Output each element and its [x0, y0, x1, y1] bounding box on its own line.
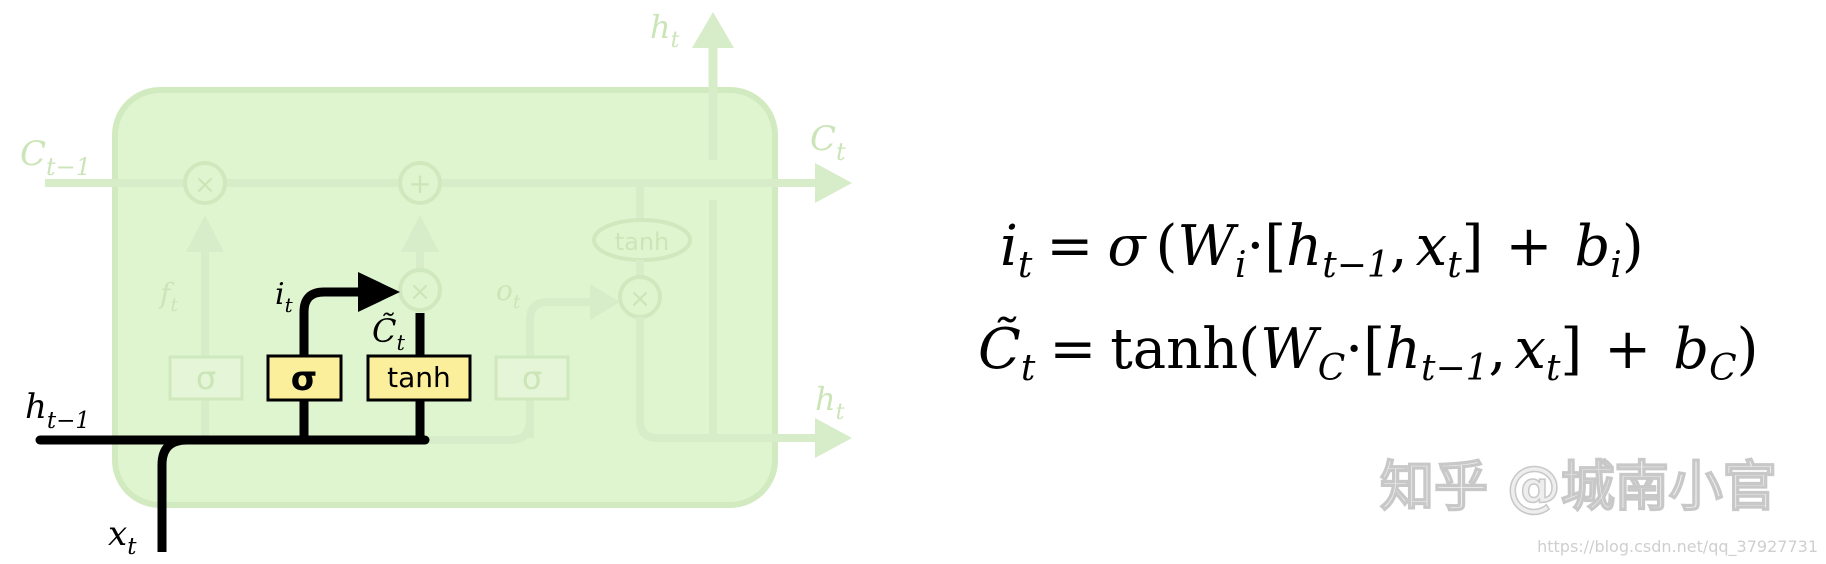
output-gate-label: ot: [496, 274, 521, 313]
candidate-tanh-label: tanh: [387, 361, 451, 394]
equation-input-gate: it = σ (Wi·[ht−1, xt] + bi): [1000, 214, 1644, 286]
c-prev-label: Ct−1: [20, 134, 91, 181]
add-symbol: +: [408, 167, 431, 200]
input-gate-label: it: [275, 277, 294, 317]
input-multiply-node: [398, 268, 442, 312]
equation-candidate-cell: C̃t = tanh(WC·[ht−1, xt] + bC): [978, 316, 1758, 389]
output-gate-path: [526, 298, 595, 438]
x-input-path: [157, 435, 188, 552]
watermark-zhihu: 知乎 @城南小官: [1380, 455, 1777, 518]
forget-sigma-layer: [168, 355, 244, 401]
input-to-add-arrowhead: [401, 215, 439, 252]
c-next-label: Ct: [810, 119, 846, 166]
input-sigma-layer: [266, 354, 343, 402]
h-right-arrowhead: [815, 418, 852, 458]
h-top-label: ht: [650, 8, 680, 53]
h-prev-faded-continuation: [420, 419, 534, 444]
input-gate-arrowhead: [358, 272, 400, 312]
cell-state-arrowhead: [815, 163, 852, 203]
x-input-label: xt: [108, 514, 137, 560]
candidate-tanh-layer: [366, 354, 472, 402]
output-gate-arrowhead: [590, 284, 620, 320]
output-sigma-layer: [494, 355, 570, 401]
input-sigma-label: σ: [291, 359, 317, 399]
output-multiply-symbol: ×: [629, 284, 651, 314]
input-multiply-symbol: ×: [409, 277, 431, 307]
add-node: [398, 161, 442, 205]
forget-gate-arrowhead: [186, 215, 224, 252]
input-gate-sigma-path: [299, 287, 362, 440]
candidate-cell-label: C̃t: [372, 312, 405, 355]
output-sigma-label: σ: [522, 359, 542, 397]
tanh-pointwise-label: tanh: [615, 228, 670, 256]
forget-multiply-symbol: ×: [194, 170, 216, 200]
h-right-label: ht: [815, 380, 845, 425]
h-top-arrowhead: [692, 12, 734, 48]
forget-sigma-label: σ: [196, 359, 216, 397]
h-prev-label: ht−1: [25, 387, 90, 434]
forget-multiply-node: [183, 161, 227, 205]
watermark-url: https://blog.csdn.net/qq_37927731: [1537, 537, 1818, 557]
output-to-h-right-path: [636, 317, 820, 442]
